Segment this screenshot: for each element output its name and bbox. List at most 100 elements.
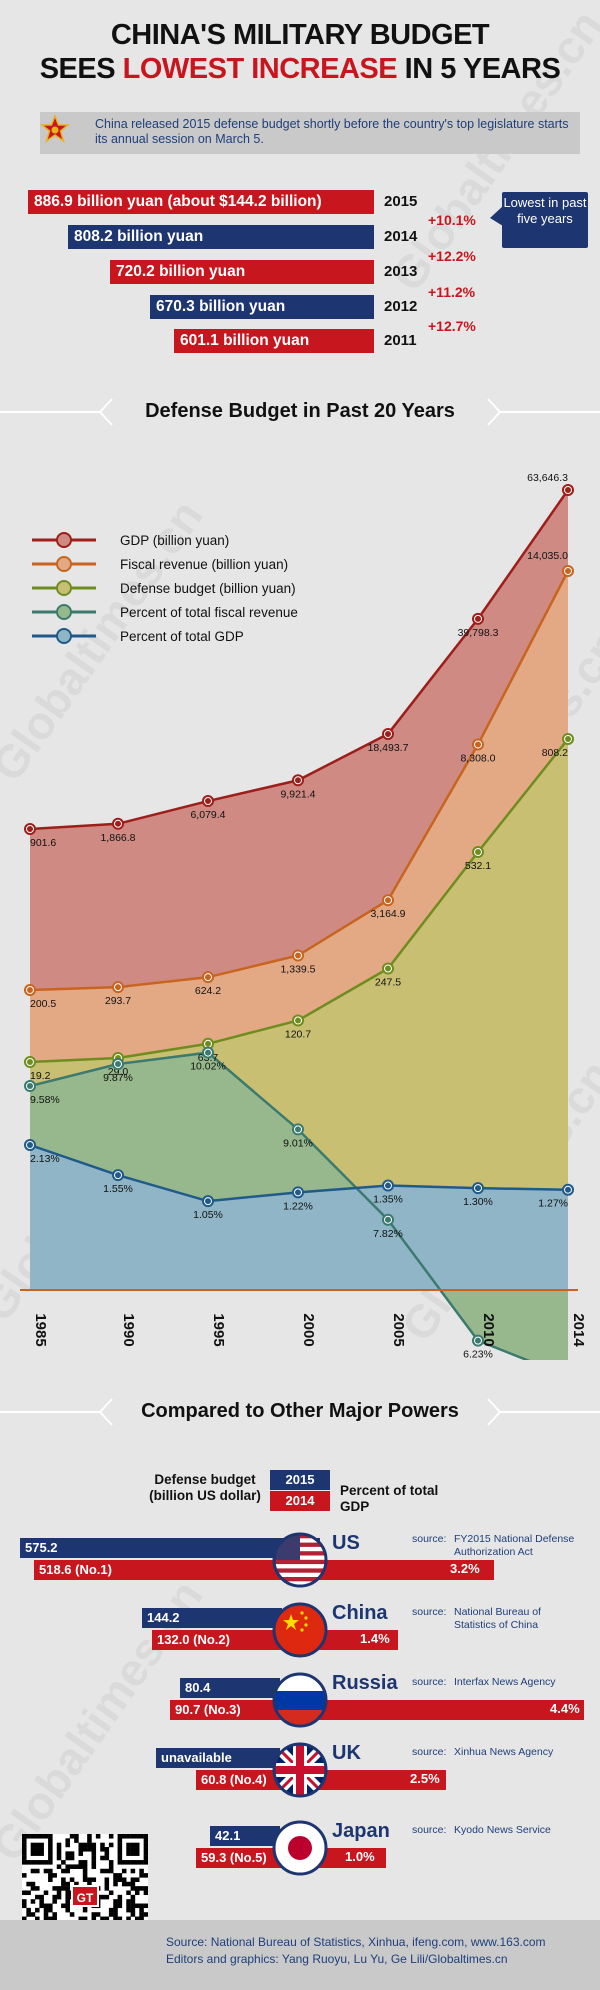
legend-label: Percent of total fiscal revenue bbox=[120, 605, 298, 620]
x-tick-label: 2014 bbox=[570, 1313, 587, 1347]
data-label: 532.1 bbox=[465, 860, 491, 872]
legend-label: Percent of total GDP bbox=[120, 629, 244, 644]
data-label: 293.7 bbox=[105, 995, 131, 1007]
russia-source: Interfax News Agency bbox=[454, 1676, 556, 1688]
data-label: 8,308.0 bbox=[460, 752, 495, 764]
us-flag-icon bbox=[272, 1532, 328, 1588]
data-label: 1,339.5 bbox=[280, 964, 315, 976]
data-point-core bbox=[565, 1186, 571, 1193]
data-label: 9.01% bbox=[283, 1137, 313, 1149]
data-point-core bbox=[565, 568, 571, 574]
data-point-core bbox=[115, 1172, 121, 1179]
increase-2012: +12.7% bbox=[428, 318, 476, 334]
legend-label: Defense budget (billion yuan) bbox=[120, 581, 296, 596]
data-label: 9.87% bbox=[103, 1072, 133, 1084]
title-line-1: CHINA'S MILITARY BUDGET bbox=[110, 19, 490, 51]
gt-logo: GT bbox=[71, 1885, 99, 1907]
russia-gdp-pct: 4.4% bbox=[550, 1701, 580, 1716]
data-point-core bbox=[385, 1182, 391, 1189]
data-point-core bbox=[205, 1049, 211, 1056]
data-point-core bbox=[27, 826, 33, 832]
legend-label: Fiscal revenue (billion yuan) bbox=[120, 557, 288, 572]
data-label: 29.0 bbox=[108, 1066, 129, 1078]
russia-name: Russia bbox=[332, 1672, 398, 1694]
x-tick-label: 2000 bbox=[300, 1313, 317, 1346]
us-source-label: source: bbox=[412, 1533, 447, 1545]
legend-marker bbox=[56, 604, 72, 620]
x-tick-label: 2005 bbox=[390, 1313, 407, 1346]
legend-label: GDP (billion yuan) bbox=[120, 533, 229, 548]
uk-flag-icon bbox=[272, 1742, 328, 1798]
data-point-core bbox=[205, 1040, 211, 1047]
data-point-core bbox=[115, 1061, 121, 1067]
compare-legend-gdp: Percent of total GDP bbox=[340, 1483, 439, 1514]
us-gdp-pct: 3.2% bbox=[450, 1561, 480, 1576]
us-source: FY2015 National Defense Authorization Ac… bbox=[454, 1533, 575, 1558]
china-gdp-pct: 1.4% bbox=[360, 1631, 390, 1646]
data-point-core bbox=[27, 1142, 33, 1148]
china-name: China bbox=[332, 1602, 388, 1624]
army-emblem-icon bbox=[40, 114, 70, 143]
budget-bar-2011: 601.1 billion yuan bbox=[174, 329, 374, 353]
compare-legend-2014: 2014 bbox=[270, 1491, 330, 1511]
budget-bar-2013: 720.2 billion yuan bbox=[110, 260, 374, 284]
data-point-core bbox=[565, 736, 571, 742]
budget-year-2013: 2013 bbox=[384, 263, 418, 280]
china-flag-icon bbox=[272, 1602, 328, 1658]
data-label: 3,164.9 bbox=[370, 908, 405, 920]
russia-bar-2014: 90.7 (No.3) bbox=[170, 1700, 584, 1720]
title-line-2: SEES LOWEST INCREASE IN 5 YEARS bbox=[39, 53, 561, 85]
uk-bar-2015: unavailable bbox=[156, 1748, 280, 1768]
data-point-core bbox=[27, 987, 33, 993]
lowest-note: Lowest in past five years bbox=[502, 192, 588, 248]
increase-2015: +10.1% bbox=[428, 212, 476, 228]
data-point-core bbox=[385, 730, 391, 737]
increase-2013: +11.2% bbox=[428, 284, 476, 300]
us-bar-2014: 518.6 (No.1) bbox=[34, 1560, 494, 1580]
data-point-core bbox=[475, 1185, 481, 1192]
data-label: 1.30% bbox=[463, 1196, 493, 1208]
japan-source: Kyodo News Service bbox=[454, 1824, 551, 1836]
data-label: 247.5 bbox=[375, 977, 401, 989]
intro-text: China released 2015 defense budget short… bbox=[95, 117, 569, 146]
x-tick-label: 2010 bbox=[480, 1313, 497, 1346]
data-point-core bbox=[385, 965, 391, 972]
section-divider-1 bbox=[0, 398, 600, 426]
section-title-compare: Compared to Other Major Powers bbox=[141, 1400, 459, 1422]
footer-box bbox=[0, 1920, 600, 1990]
data-point-core bbox=[295, 777, 301, 784]
uk-name: UK bbox=[332, 1742, 361, 1764]
section-divider-2 bbox=[0, 1398, 600, 1426]
budget-year-2014: 2014 bbox=[384, 228, 418, 245]
data-label: 18,493.7 bbox=[368, 742, 409, 754]
legend-marker bbox=[56, 556, 72, 572]
budget-year-2012: 2012 bbox=[384, 298, 418, 315]
compare-legend-2015: 2015 bbox=[270, 1470, 330, 1490]
japan-source-label: source: bbox=[412, 1824, 447, 1836]
data-point-core bbox=[205, 798, 211, 805]
data-point-core bbox=[475, 741, 481, 748]
x-tick-label: 1995 bbox=[210, 1313, 227, 1346]
data-label: 6,079.4 bbox=[190, 809, 225, 821]
data-label: 1.35% bbox=[373, 1194, 403, 1206]
data-label: 200.5 bbox=[30, 998, 56, 1010]
data-label: 9.58% bbox=[30, 1094, 60, 1106]
data-label: 901.6 bbox=[30, 837, 56, 849]
data-point-core bbox=[295, 1126, 301, 1133]
data-label: 1,866.8 bbox=[100, 832, 135, 844]
data-point-core bbox=[475, 849, 481, 856]
japan-name: Japan bbox=[332, 1820, 390, 1842]
budget-bar-2012: 670.3 billion yuan bbox=[150, 295, 374, 319]
x-tick-label: 1985 bbox=[32, 1313, 49, 1346]
data-point-core bbox=[27, 1083, 33, 1090]
data-label: 1.05% bbox=[193, 1209, 223, 1221]
budget-bar-2014: 808.2 billion yuan bbox=[68, 225, 374, 249]
data-point-core bbox=[385, 897, 391, 904]
compare-legend-budget: Defense budget (billion US dollar) bbox=[149, 1472, 261, 1503]
data-label: 9,921.4 bbox=[280, 788, 315, 800]
china-bar-2015: 144.2 bbox=[142, 1608, 282, 1628]
data-label: 7.82% bbox=[373, 1228, 403, 1240]
data-label: 14,035.0 bbox=[527, 550, 568, 562]
data-label: 10.02% bbox=[190, 1061, 226, 1073]
data-point-core bbox=[115, 820, 121, 827]
